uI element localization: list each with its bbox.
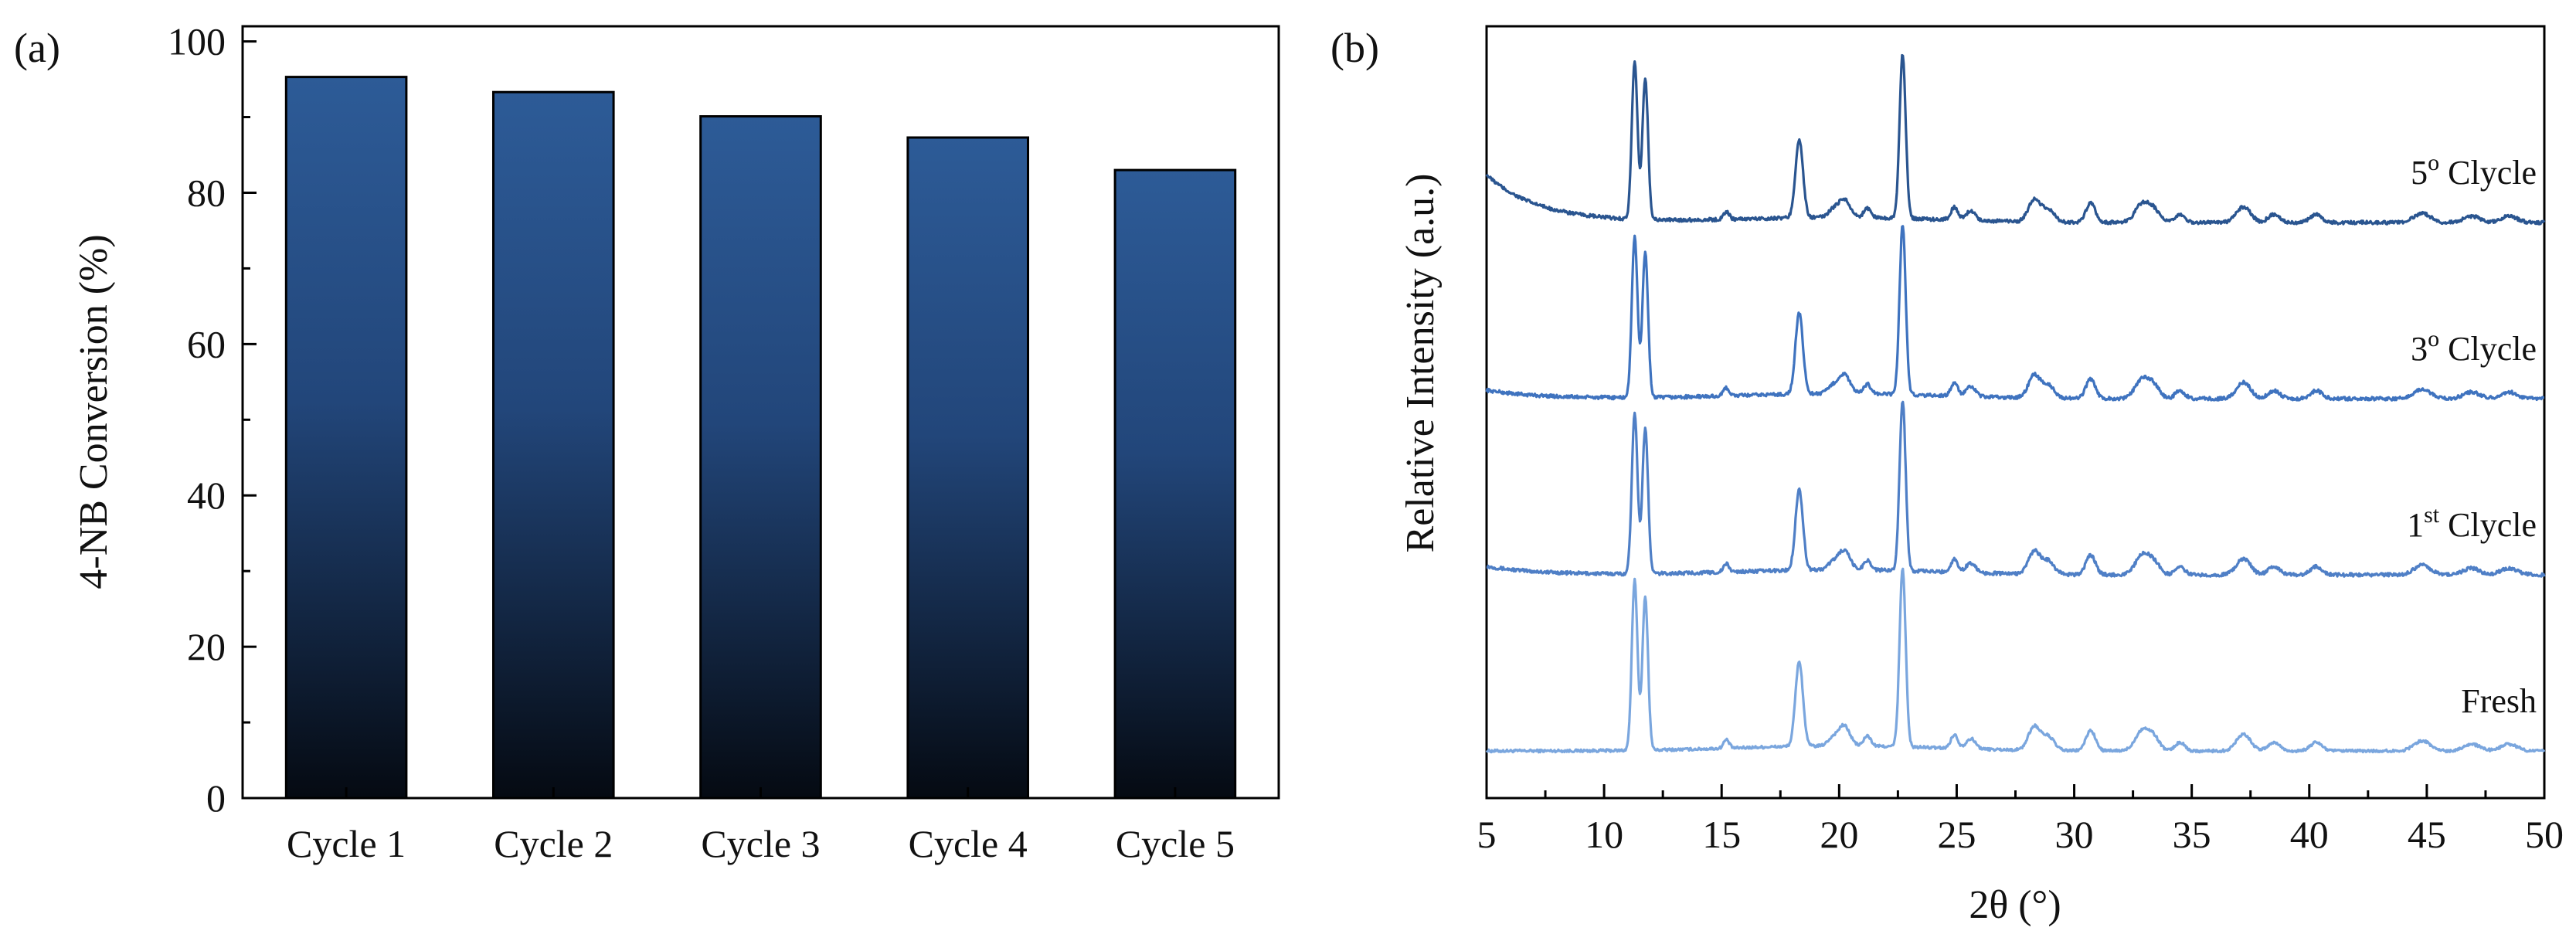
xrd-trace-label: 3o Clycle [2411, 326, 2537, 368]
bar-cycle-2 [492, 90, 615, 800]
bar-x-tick-label: Cycle 3 [701, 822, 820, 865]
xrd-x-tick-label: 40 [2290, 813, 2329, 856]
bar-cycle-3 [699, 115, 822, 800]
xrd-trace-label: 5o Clycle [2411, 150, 2537, 192]
xrd-x-tick-label: 35 [2173, 813, 2211, 856]
bar-y-tick-label: 20 [187, 625, 226, 668]
xrd-x-tick-label: 30 [2055, 813, 2094, 856]
xrd-x-tick-label: 15 [1702, 813, 1741, 856]
bar-y-tick-label: 60 [187, 322, 226, 365]
xrd-x-axis-title: 2θ (°) [1969, 883, 2061, 927]
bar-x-tick-label: Cycle 1 [287, 822, 406, 865]
bar-y-tick-label: 100 [168, 20, 226, 63]
bar-y-axis-title: 4-NB Conversion (%) [72, 234, 116, 589]
bar-x-tick-label: Cycle 4 [909, 822, 1028, 865]
xrd-x-tick-label: 10 [1585, 813, 1623, 856]
xrd-x-tick-label: 5 [1477, 813, 1497, 856]
xrd-chart: Fresh 1st Clycle 3o Clycle 5o Clycle 5 10 15 2… [1398, 25, 2564, 927]
xrd-x-tick-label: 25 [1937, 813, 1976, 856]
xrd-x-tick-label: 45 [2408, 813, 2446, 856]
xrd-x-tick-label: 50 [2525, 813, 2564, 856]
panel-b-label: (b) [1330, 25, 1379, 71]
bar-cycle-1 [284, 76, 408, 800]
xrd-trace-1 [1485, 567, 2546, 754]
bar-chart: 0 20 40 60 80 100 Cycle 1 Cycle 2 Cycle 3 Cycle … [72, 20, 1280, 865]
bar-x-tick-label: Cycle 2 [494, 822, 613, 865]
xrd-y-axis-title: Relative Intensity (a.u.) [1398, 174, 1443, 553]
bar-y-tick-label: 0 [206, 776, 226, 820]
bar-x-tick-label: Cycle 5 [1116, 822, 1235, 865]
bar-y-tick-label: 80 [187, 171, 226, 214]
bar-cycle-5 [1113, 168, 1237, 800]
xrd-trace-2 [1486, 400, 2546, 578]
xrd-trace-4 [1485, 53, 2546, 226]
bar-cycle-4 [906, 136, 1030, 800]
bar-y-tick-label: 40 [187, 474, 226, 517]
xrd-trace-3 [1485, 225, 2545, 402]
xrd-x-tick-label: 20 [1820, 813, 1858, 856]
panel-a-label: (a) [14, 25, 60, 71]
xrd-plot-frame [1485, 25, 2546, 800]
xrd-trace-label: 1st Clycle [2407, 502, 2537, 544]
xrd-trace-label: Fresh [2461, 682, 2537, 720]
